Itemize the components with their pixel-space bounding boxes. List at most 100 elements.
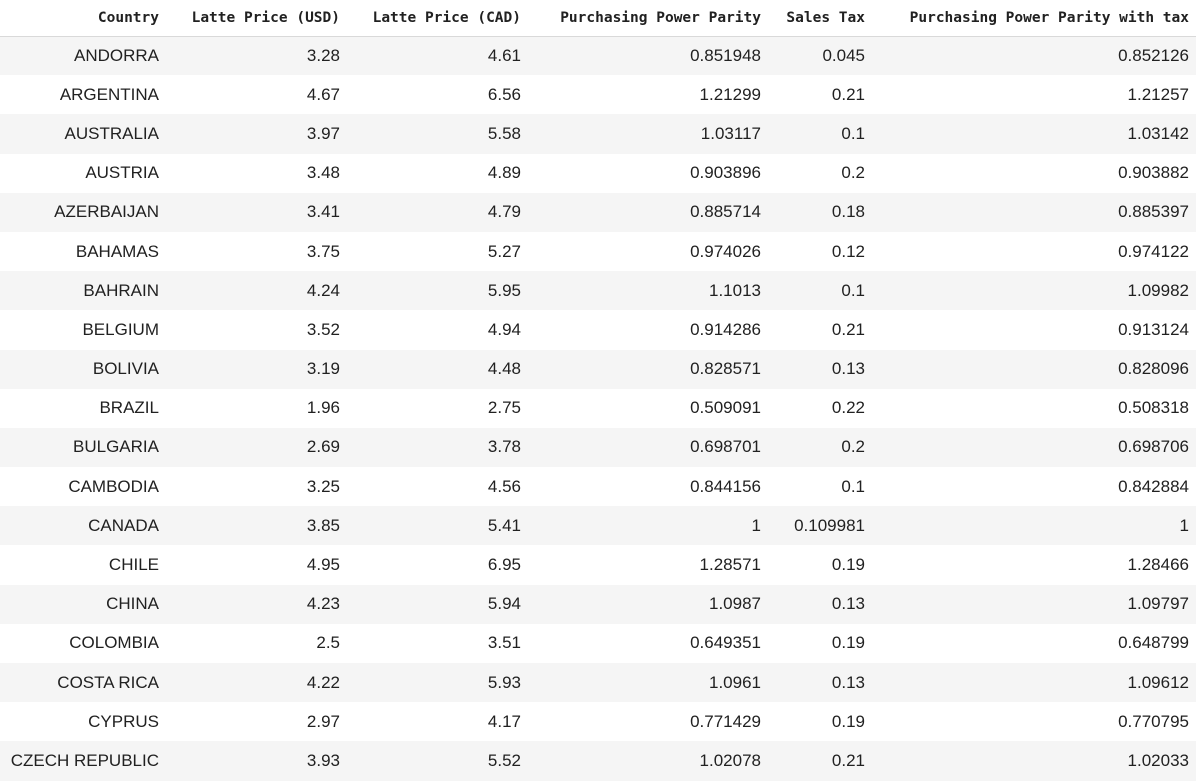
ppp-cell: 0.903896: [528, 153, 768, 193]
table-row: BAHRAIN 4.24 5.95 1.1013 0.1 1.09982: [0, 271, 1196, 311]
ppp-cell: 0.771429: [528, 702, 768, 742]
ppp-cell: 0.885714: [528, 192, 768, 232]
ppp-with-tax-cell: 0.770795: [872, 702, 1196, 742]
latte-price-cad-cell: 2.75: [347, 388, 528, 428]
column-header-ppp[interactable]: Purchasing Power Parity: [528, 0, 768, 37]
table-row: ANDORRA 3.28 4.61 0.851948 0.045 0.852126: [0, 36, 1196, 76]
sales-tax-cell: 0.13: [768, 584, 872, 624]
ppp-with-tax-cell: 0.648799: [872, 623, 1196, 663]
table-row: AUSTRALIA 3.97 5.58 1.03117 0.1 1.03142: [0, 114, 1196, 154]
sales-tax-cell: 0.045: [768, 36, 872, 76]
ppp-cell: 1.03117: [528, 114, 768, 154]
country-cell: BAHRAIN: [0, 271, 166, 311]
country-cell: CHINA: [0, 584, 166, 624]
latte-price-usd-cell: 3.41: [166, 192, 347, 232]
latte-price-cad-cell: 4.48: [347, 349, 528, 389]
latte-price-cad-cell: 5.94: [347, 584, 528, 624]
ppp-with-tax-cell: 0.974122: [872, 231, 1196, 272]
ppp-with-tax-cell: 0.842884: [872, 467, 1196, 507]
table-row: COLOMBIA 2.5 3.51 0.649351 0.19 0.648799: [0, 623, 1196, 663]
ppp-cell: 0.509091: [528, 388, 768, 428]
ppp-cell: 1.1013: [528, 271, 768, 311]
ppp-with-tax-cell: 1.09612: [872, 663, 1196, 703]
sales-tax-cell: 0.21: [768, 741, 872, 781]
ppp-with-tax-cell: 0.885397: [872, 192, 1196, 232]
latte-price-cad-cell: 5.52: [347, 741, 528, 781]
latte-price-cad-cell: 5.93: [347, 663, 528, 703]
latte-price-usd-cell: 4.24: [166, 271, 347, 311]
latte-price-usd-cell: 3.52: [166, 310, 347, 350]
latte-price-usd-cell: 2.69: [166, 427, 347, 468]
country-cell: COLOMBIA: [0, 623, 166, 663]
country-cell: AUSTRIA: [0, 153, 166, 193]
table-row: BELGIUM 3.52 4.94 0.914286 0.21 0.913124: [0, 310, 1196, 350]
country-cell: CYPRUS: [0, 702, 166, 742]
sales-tax-cell: 0.12: [768, 231, 872, 272]
latte-price-usd-cell: 3.93: [166, 741, 347, 781]
sales-tax-cell: 0.21: [768, 310, 872, 350]
latte-price-usd-cell: 2.5: [166, 623, 347, 663]
ppp-cell: 0.914286: [528, 310, 768, 350]
sales-tax-cell: 0.13: [768, 349, 872, 389]
table-row: CANADA 3.85 5.41 1 0.109981 1: [0, 506, 1196, 546]
latte-price-cad-cell: 5.95: [347, 271, 528, 311]
latte-price-usd-cell: 3.28: [166, 36, 347, 76]
table-row: COSTA RICA 4.22 5.93 1.0961 0.13 1.09612: [0, 663, 1196, 703]
table-row: AUSTRIA 3.48 4.89 0.903896 0.2 0.903882: [0, 153, 1196, 193]
sales-tax-cell: 0.13: [768, 663, 872, 703]
country-cell: CHILE: [0, 545, 166, 585]
table-row: BOLIVIA 3.19 4.48 0.828571 0.13 0.828096: [0, 349, 1196, 389]
latte-price-usd-cell: 3.97: [166, 114, 347, 154]
column-header-sales-tax[interactable]: Sales Tax: [768, 0, 872, 37]
latte-price-cad-cell: 4.89: [347, 153, 528, 193]
sales-tax-cell: 0.19: [768, 545, 872, 585]
sales-tax-cell: 0.18: [768, 192, 872, 232]
ppp-cell: 0.844156: [528, 467, 768, 507]
table-row: AZERBAIJAN 3.41 4.79 0.885714 0.18 0.885397: [0, 192, 1196, 232]
country-cell: ANDORRA: [0, 36, 166, 76]
country-cell: CAMBODIA: [0, 467, 166, 507]
column-header-ppp-with-tax[interactable]: Purchasing Power Parity with tax: [872, 0, 1196, 37]
latte-price-cad-cell: 5.27: [347, 231, 528, 272]
latte-price-usd-cell: 4.23: [166, 584, 347, 624]
latte-price-usd-cell: 3.85: [166, 506, 347, 546]
latte-price-usd-cell: 3.25: [166, 467, 347, 507]
latte-price-cad-cell: 6.95: [347, 545, 528, 585]
sales-tax-cell: 0.109981: [768, 506, 872, 546]
sales-tax-cell: 0.19: [768, 623, 872, 663]
ppp-with-tax-cell: 0.828096: [872, 349, 1196, 389]
ppp-with-tax-cell: 0.698706: [872, 427, 1196, 468]
latte-price-cad-cell: 4.17: [347, 702, 528, 742]
latte-price-cad-cell: 6.56: [347, 75, 528, 115]
ppp-cell: 1.0961: [528, 663, 768, 703]
ppp-cell: 1.02078: [528, 741, 768, 781]
table-row: ARGENTINA 4.67 6.56 1.21299 0.21 1.21257: [0, 75, 1196, 115]
latte-price-usd-cell: 3.75: [166, 231, 347, 272]
sales-tax-cell: 0.1: [768, 467, 872, 507]
latte-price-usd-cell: 4.67: [166, 75, 347, 115]
latte-price-usd-cell: 2.97: [166, 702, 347, 742]
sales-tax-cell: 0.1: [768, 271, 872, 311]
sales-tax-cell: 0.1: [768, 114, 872, 154]
ppp-with-tax-cell: 1.09797: [872, 584, 1196, 624]
ppp-cell: 1.0987: [528, 584, 768, 624]
country-cell: COSTA RICA: [0, 663, 166, 703]
column-header-country[interactable]: Country: [0, 0, 166, 37]
column-header-latte-price-cad[interactable]: Latte Price (CAD): [347, 0, 528, 37]
ppp-with-tax-cell: 0.913124: [872, 310, 1196, 350]
country-cell: BRAZIL: [0, 388, 166, 428]
column-header-latte-price-usd[interactable]: Latte Price (USD): [166, 0, 347, 37]
ppp-cell: 1.28571: [528, 545, 768, 585]
table-row: CZECH REPUBLIC 3.93 5.52 1.02078 0.21 1.02033: [0, 741, 1196, 781]
ppp-with-tax-cell: 1.02033: [872, 741, 1196, 781]
ppp-with-tax-cell: 1.09982: [872, 271, 1196, 311]
ppp-cell: 0.698701: [528, 427, 768, 468]
latte-price-cad-cell: 4.94: [347, 310, 528, 350]
country-cell: BULGARIA: [0, 427, 166, 468]
country-cell: BAHAMAS: [0, 231, 166, 272]
ppp-cell: 0.828571: [528, 349, 768, 389]
table-header: Country Latte Price (USD) Latte Price (C…: [0, 0, 1196, 37]
country-cell: CANADA: [0, 506, 166, 546]
latte-price-cad-cell: 3.78: [347, 427, 528, 468]
latte-price-usd-cell: 1.96: [166, 388, 347, 428]
